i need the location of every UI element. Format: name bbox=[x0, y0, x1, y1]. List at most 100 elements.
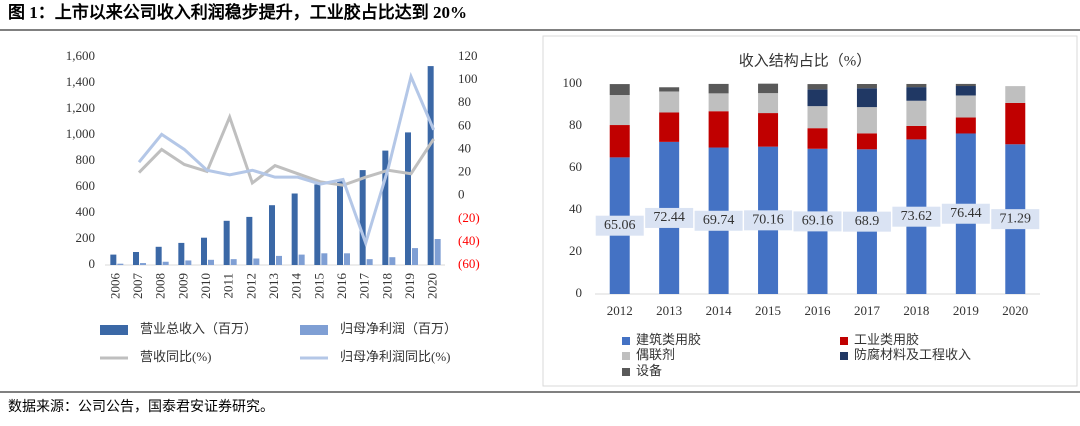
y-tick-label: 40 bbox=[569, 201, 582, 216]
x-tick-label: 2006 bbox=[107, 273, 122, 300]
bar bbox=[276, 255, 282, 265]
legend-swatch bbox=[622, 368, 630, 376]
bar bbox=[382, 150, 389, 265]
y2-tick-label: 80 bbox=[458, 94, 471, 109]
bar-segment bbox=[758, 93, 779, 114]
bar-segment bbox=[955, 95, 976, 118]
y-tick-label: 20 bbox=[569, 243, 582, 258]
x-tick-label: 2014 bbox=[706, 303, 733, 318]
x-tick-label: 2013 bbox=[266, 273, 281, 299]
bar-segment bbox=[609, 95, 630, 126]
bar bbox=[178, 242, 185, 265]
bar-segment bbox=[807, 106, 828, 129]
data-label: 68.9 bbox=[855, 214, 880, 229]
bar-segment bbox=[807, 128, 828, 149]
y-tick-label: 1,000 bbox=[66, 126, 95, 141]
data-label: 69.74 bbox=[703, 213, 735, 228]
bar-segment bbox=[708, 83, 729, 94]
bar bbox=[366, 259, 373, 265]
bar-segment bbox=[807, 89, 828, 107]
bar bbox=[291, 193, 298, 265]
x-tick-label: 2012 bbox=[607, 303, 633, 318]
bar bbox=[140, 263, 146, 265]
bar bbox=[337, 180, 343, 265]
data-label: 69.16 bbox=[802, 214, 834, 229]
label-box bbox=[842, 211, 891, 232]
data-label: 72.44 bbox=[653, 210, 685, 225]
label-box bbox=[744, 210, 793, 231]
legend-swatch bbox=[622, 337, 630, 345]
legend-label: 设备 bbox=[636, 363, 662, 378]
legend-label: 营业总收入（百万） bbox=[140, 321, 257, 336]
label-box bbox=[941, 203, 990, 224]
y2-tick-label: (40) bbox=[458, 233, 480, 248]
x-tick-label: 2018 bbox=[379, 273, 394, 299]
legend-swatch bbox=[622, 352, 630, 360]
y-tick-label: 1,600 bbox=[66, 48, 95, 63]
y2-tick-label: 100 bbox=[458, 71, 478, 86]
y2-tick-label: 40 bbox=[458, 140, 471, 155]
bar bbox=[359, 170, 366, 265]
bar-segment bbox=[659, 112, 680, 142]
legend-swatch bbox=[100, 325, 128, 335]
bar-segment bbox=[955, 83, 976, 87]
legend-swatch bbox=[840, 337, 848, 345]
bar-segment bbox=[906, 125, 927, 140]
bar bbox=[201, 237, 207, 265]
label-box bbox=[793, 211, 842, 232]
chart-title: 收入结构占比（%） bbox=[739, 52, 872, 69]
y-tick-label: 600 bbox=[76, 178, 96, 193]
bar bbox=[344, 253, 350, 265]
label-box bbox=[694, 210, 743, 231]
data-label: 65.06 bbox=[604, 218, 636, 233]
bar-segment bbox=[856, 133, 877, 150]
x-tick-label: 2012 bbox=[243, 273, 258, 299]
y-tick-label: 0 bbox=[576, 285, 583, 300]
x-tick-label: 2011 bbox=[221, 273, 236, 299]
x-tick-label: 2017 bbox=[357, 273, 372, 300]
legend-swatch bbox=[300, 325, 328, 335]
bar-segment bbox=[856, 107, 877, 134]
bar-segment bbox=[758, 113, 779, 147]
x-tick-label: 2017 bbox=[854, 303, 881, 318]
bar bbox=[434, 239, 441, 265]
bar-segment bbox=[856, 84, 877, 89]
bar-segment bbox=[906, 100, 927, 126]
bar-segment bbox=[1005, 102, 1026, 145]
x-tick-label: 2009 bbox=[175, 273, 190, 299]
chart-frame bbox=[542, 35, 1078, 387]
bar bbox=[405, 132, 411, 265]
bar-segment bbox=[659, 91, 680, 113]
legend-label: 工业类用胶 bbox=[854, 332, 919, 347]
data-label: 73.62 bbox=[901, 209, 933, 224]
bar bbox=[253, 258, 260, 265]
bar bbox=[208, 259, 214, 265]
data-label: 71.29 bbox=[1000, 211, 1032, 226]
x-tick-label: 2019 bbox=[402, 273, 417, 299]
bar bbox=[246, 216, 253, 265]
bar bbox=[427, 66, 434, 265]
bar bbox=[133, 252, 139, 265]
bar bbox=[298, 254, 305, 265]
y2-tick-label: 20 bbox=[458, 164, 471, 179]
bar bbox=[389, 257, 396, 265]
data-label: 76.44 bbox=[950, 206, 982, 221]
label-box bbox=[645, 207, 694, 228]
legend-label: 营收同比(%) bbox=[140, 349, 212, 364]
bar-segment bbox=[609, 84, 630, 96]
x-tick-label: 2016 bbox=[805, 303, 832, 318]
y-tick-label: 1,200 bbox=[66, 100, 95, 115]
x-tick-label: 2013 bbox=[656, 303, 682, 318]
x-tick-label: 2008 bbox=[153, 273, 168, 299]
bar-segment bbox=[758, 83, 779, 94]
x-tick-label: 2010 bbox=[198, 273, 213, 299]
bar-segment bbox=[856, 88, 877, 108]
bar bbox=[110, 254, 117, 265]
x-tick-label: 2016 bbox=[334, 273, 349, 300]
bar bbox=[412, 248, 418, 265]
data-label: 70.16 bbox=[752, 213, 784, 228]
y2-tick-label: 120 bbox=[458, 48, 478, 63]
x-tick-label: 2018 bbox=[903, 303, 929, 318]
figure-title: 图 1：上市以来公司收入利润稳步提升，工业胶占比达到 20% bbox=[8, 2, 467, 22]
